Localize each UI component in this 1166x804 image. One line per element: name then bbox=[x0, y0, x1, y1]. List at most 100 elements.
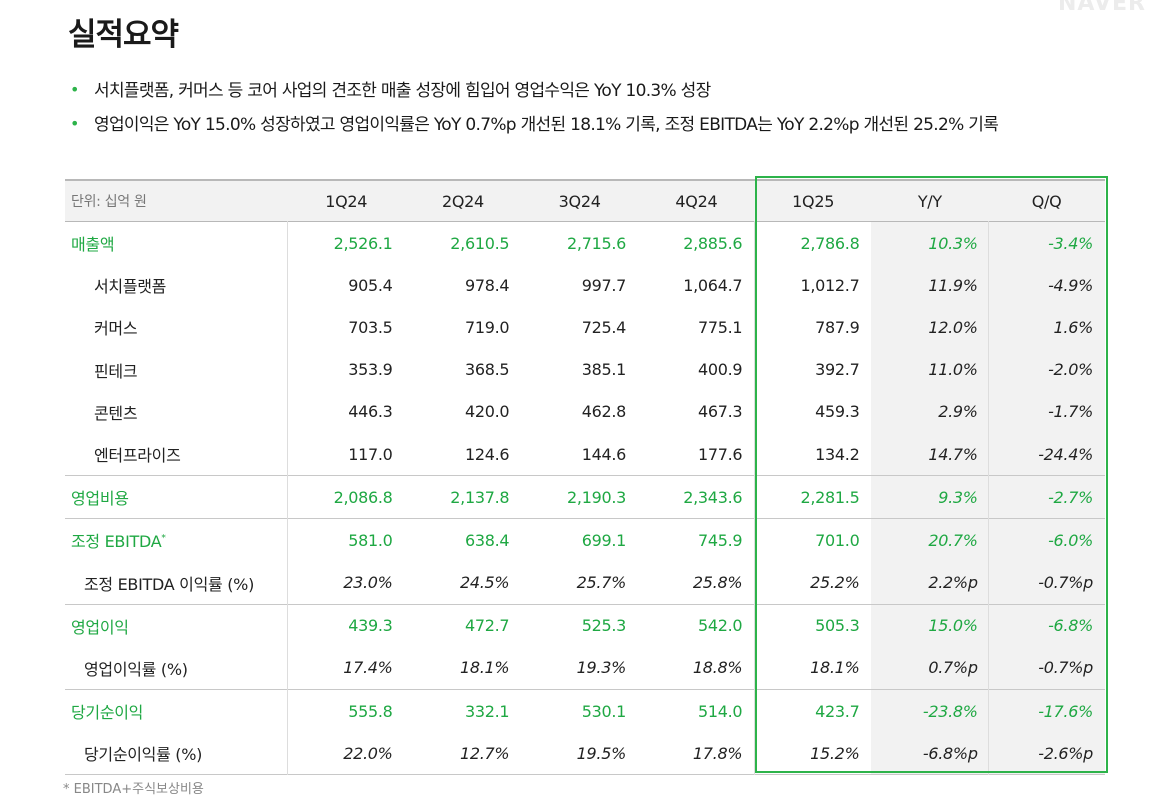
table-cell: 392.7 bbox=[815, 360, 860, 380]
table-cell: 2,786.8 bbox=[800, 233, 860, 253]
table-cell-qoq: -6.8% bbox=[988, 604, 1105, 647]
table-cell: 17.8% bbox=[638, 732, 756, 775]
column-header: 1Q24 bbox=[325, 191, 368, 211]
table-cell-yoy: 2.2%p bbox=[871, 561, 989, 605]
table-cell: 555.8 bbox=[348, 701, 393, 721]
table-cell-yoy: -23.8% bbox=[871, 689, 989, 733]
financial-summary-table: 단위: 십억 원 1Q24 2Q24 3Q24 4Q24 1Q25 Y/Y Q/… bbox=[65, 179, 1105, 775]
row-label: 조정 EBITDA 이익률 (%) bbox=[65, 561, 289, 605]
table-row-operating-expenses: 영업비용 2,086.8 2,137.8 2,190.3 2,343.6 2,2… bbox=[65, 475, 1105, 519]
table-cell: 117.0 bbox=[348, 444, 393, 464]
table-row: 콘텐츠 446.3 420.0 462.8 467.3 459.3 2.9% -… bbox=[65, 390, 1105, 433]
table-cell-yoy: -6.8%p bbox=[871, 732, 989, 775]
row-label: 영업비용 bbox=[65, 475, 289, 519]
table-cell-qoq: -1.7% bbox=[988, 390, 1105, 433]
table-row-operating-profit: 영업이익 439.3 472.7 525.3 542.0 505.3 15.0%… bbox=[65, 604, 1105, 647]
table-cell-qoq: -0.7%p bbox=[988, 561, 1105, 605]
table-row: 엔터프라이즈 117.0 124.6 144.6 177.6 134.2 14.… bbox=[65, 432, 1105, 476]
table-cell: 423.7 bbox=[815, 701, 860, 721]
table-cell: 18.1% bbox=[810, 658, 860, 678]
table-cell: 368.5 bbox=[464, 360, 510, 380]
row-label: 콘텐츠 bbox=[65, 390, 289, 433]
table-cell: 23.0% bbox=[343, 573, 393, 593]
column-header: 3Q24 bbox=[558, 191, 601, 211]
table-cell: 1,012.7 bbox=[800, 275, 860, 295]
table-cell: 22.0% bbox=[343, 743, 393, 763]
table-cell: 2,526.1 bbox=[333, 233, 393, 253]
table-cell: 2,086.8 bbox=[333, 487, 393, 507]
table-row: 핀테크 353.9 368.5 385.1 400.9 392.7 11.0% … bbox=[65, 348, 1105, 391]
table-cell-qoq: -0.7%p bbox=[988, 646, 1105, 690]
table-cell: 787.9 bbox=[815, 317, 860, 337]
row-label: 핀테크 bbox=[65, 348, 289, 391]
table-cell: 542.0 bbox=[638, 604, 756, 647]
table-cell: 1,064.7 bbox=[638, 264, 756, 307]
table-row-revenue: 매출액 2,526.1 2,610.5 2,715.6 2,885.6 2,78… bbox=[65, 221, 1105, 265]
table-cell: 15.2% bbox=[810, 743, 860, 763]
table-cell: 385.1 bbox=[581, 360, 627, 380]
table-cell: 638.4 bbox=[464, 530, 510, 550]
table-cell-yoy: 9.3% bbox=[871, 475, 989, 519]
table-cell: 353.9 bbox=[348, 360, 393, 380]
column-header: Y/Y bbox=[917, 191, 942, 211]
table-cell: 2,715.6 bbox=[567, 233, 627, 253]
footnote-mark: * bbox=[161, 534, 166, 545]
summary-bullet: • 영업이익은 YoY 15.0% 성장하였고 영업이익률은 YoY 0.7%p … bbox=[68, 112, 999, 146]
table-cell: 2,610.5 bbox=[450, 233, 510, 253]
table-cell: 745.9 bbox=[638, 518, 756, 562]
table-cell: 2,885.6 bbox=[638, 221, 756, 265]
table-cell: 400.9 bbox=[638, 348, 756, 391]
table-cell: 775.1 bbox=[638, 306, 756, 349]
column-header: 2Q24 bbox=[441, 191, 484, 211]
table-row-net-income: 당기순이익 555.8 332.1 530.1 514.0 423.7 -23.… bbox=[65, 689, 1105, 733]
table-cell-qoq: 1.6% bbox=[988, 306, 1105, 349]
row-label: 영업이익률 (%) bbox=[65, 646, 289, 690]
table-cell: 725.4 bbox=[581, 317, 627, 337]
table-cell: 699.1 bbox=[581, 530, 627, 550]
table-cell-qoq: -17.6% bbox=[988, 689, 1105, 733]
table-cell: 703.5 bbox=[348, 317, 393, 337]
table-cell: 446.3 bbox=[348, 402, 393, 422]
table-row: 조정 EBITDA 이익률 (%) 23.0% 24.5% 25.7% 25.8… bbox=[65, 561, 1105, 605]
row-label: 조정 EBITDA* bbox=[65, 518, 289, 562]
table-cell: 24.5% bbox=[459, 573, 510, 593]
unit-label: 단위: 십억 원 bbox=[71, 194, 147, 210]
table-cell: 459.3 bbox=[815, 402, 860, 422]
table-cell-yoy: 0.7%p bbox=[871, 646, 989, 690]
table-cell: 420.0 bbox=[464, 402, 510, 422]
table-cell: 701.0 bbox=[815, 530, 860, 550]
table-cell-qoq: -3.4% bbox=[988, 221, 1105, 265]
table-cell-yoy: 11.9% bbox=[871, 264, 989, 307]
bullet-text: 서치플랫폼, 커머스 등 코어 사업의 견조한 매출 성장에 힘입어 영업수익은… bbox=[94, 81, 711, 101]
row-label: 영업이익 bbox=[65, 604, 289, 647]
summary-bullet: • 서치플랫폼, 커머스 등 코어 사업의 견조한 매출 성장에 힘입어 영업수익… bbox=[68, 78, 998, 112]
table-cell: 25.2% bbox=[810, 573, 860, 593]
table-cell: 2,137.8 bbox=[450, 487, 510, 507]
table-cell: 2,190.3 bbox=[567, 487, 627, 507]
table-cell: 18.8% bbox=[638, 646, 756, 690]
table-cell: 997.7 bbox=[581, 275, 627, 295]
table-cell: 2,281.5 bbox=[800, 487, 860, 507]
table-cell: 581.0 bbox=[348, 530, 393, 550]
table-cell-qoq: -2.6%p bbox=[988, 732, 1105, 775]
table-cell: 978.4 bbox=[464, 275, 510, 295]
bullet-dot-icon: • bbox=[70, 114, 79, 133]
table-cell-yoy: 14.7% bbox=[871, 432, 989, 476]
table-cell-yoy: 15.0% bbox=[871, 604, 989, 647]
table-row: 당기순이익률 (%) 22.0% 12.7% 19.5% 17.8% 15.2%… bbox=[65, 732, 1105, 775]
column-header: 1Q25 bbox=[792, 191, 835, 211]
footnote: * EBITDA+주식보상비용 bbox=[63, 782, 204, 797]
table-cell-yoy: 12.0% bbox=[871, 306, 989, 349]
table-cell: 19.3% bbox=[576, 658, 627, 678]
table-cell-qoq: -4.9% bbox=[988, 264, 1105, 307]
table-cell-yoy: 2.9% bbox=[871, 390, 989, 433]
table-cell: 530.1 bbox=[581, 701, 627, 721]
table-row: 영업이익률 (%) 17.4% 18.1% 19.3% 18.8% 18.1% … bbox=[65, 646, 1105, 690]
table-cell: 134.2 bbox=[815, 444, 860, 464]
naver-watermark: NAVER bbox=[1058, 0, 1146, 16]
table-header-row: 단위: 십억 원 1Q24 2Q24 3Q24 4Q24 1Q25 Y/Y Q/… bbox=[65, 180, 1105, 222]
table-cell: 144.6 bbox=[581, 444, 627, 464]
table-cell-qoq: -2.7% bbox=[988, 475, 1105, 519]
table-cell-yoy: 10.3% bbox=[871, 221, 989, 265]
row-label: 서치플랫폼 bbox=[65, 264, 289, 307]
